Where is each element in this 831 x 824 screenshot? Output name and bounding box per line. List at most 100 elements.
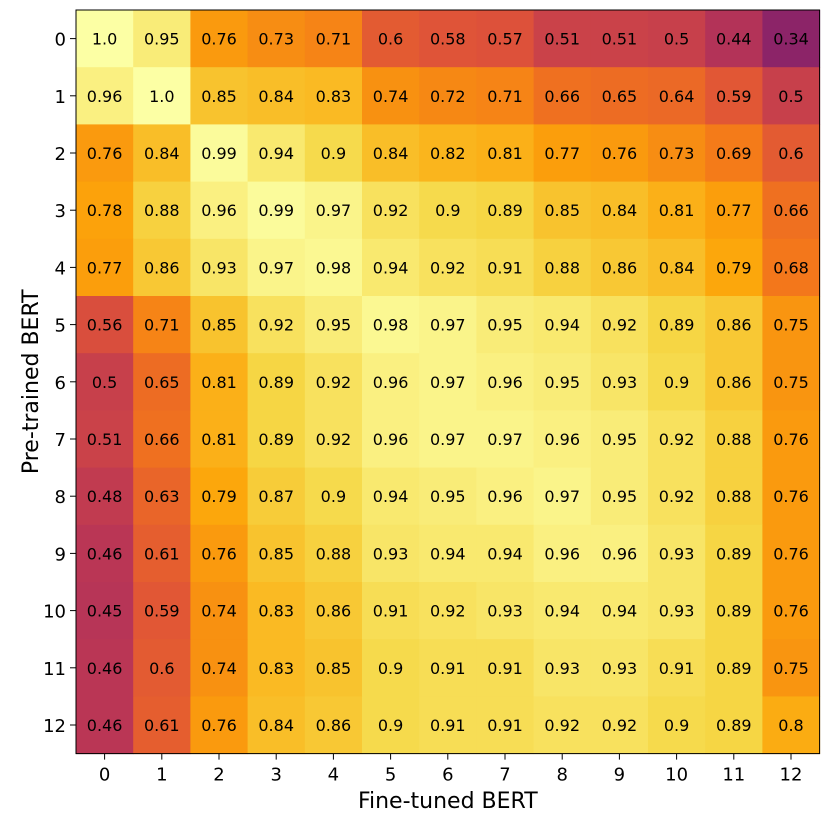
cell-value-label-r1-c9: 0.65 <box>602 87 638 106</box>
heatmap-cell-r6-c6 <box>419 353 477 411</box>
heatmap-cell-r12-c8 <box>533 696 592 755</box>
cell-value-label-r7-c6: 0.97 <box>430 430 466 449</box>
heatmap-cell-r11-c3 <box>247 639 306 697</box>
heatmap-cell-r5-c5 <box>362 296 420 354</box>
cell-value-label-r7-c12: 0.76 <box>773 430 809 449</box>
heatmap-cell-r4-c6 <box>419 238 477 297</box>
heatmap-cell-r3-c5 <box>362 181 420 240</box>
cell-value-label-r6-c5: 0.96 <box>373 373 409 392</box>
heatmap-cell-r8-c0 <box>76 467 134 526</box>
heatmap-cell-r2-c3 <box>247 124 306 183</box>
heatmap-cell-r10-c1 <box>133 582 191 640</box>
heatmap-cell-r2-c9 <box>590 124 649 183</box>
cell-value-label-r10-c3: 0.83 <box>258 602 294 621</box>
cell-value-label-r10-c4: 0.86 <box>316 602 352 621</box>
cell-value-label-r6-c0: 0.5 <box>92 373 117 392</box>
cell-value-label-r10-c6: 0.92 <box>430 602 466 621</box>
heatmap-cell-r6-c0 <box>76 353 134 411</box>
heatmap-cell-r4-c12 <box>762 238 821 297</box>
cell-value-label-r8-c10: 0.92 <box>659 487 695 506</box>
cell-value-labels: 1.0 0.95 0.76 0.73 0.71 0.6 0.58 0.57 0.51 0.51 0.… <box>87 30 809 735</box>
cell-value-label-r11-c5: 0.9 <box>378 659 403 678</box>
cell-value-label-r2-c4: 0.9 <box>321 144 346 163</box>
heatmap-cell-r10-c8 <box>533 582 592 640</box>
x-tick-label-11: 11 <box>722 765 745 786</box>
heatmap-cell-r10-c9 <box>590 582 649 640</box>
heatmap-cell-r3-c10 <box>648 181 706 240</box>
heatmap-cell-r10-c10 <box>648 582 706 640</box>
y-tick-label-11: 11 <box>43 659 66 680</box>
heatmap-cell-r11-c8 <box>533 639 592 697</box>
cell-value-label-r8-c6: 0.95 <box>430 487 466 506</box>
y-tick-label-5: 5 <box>55 316 66 337</box>
cell-value-label-r1-c2: 0.85 <box>201 87 237 106</box>
cell-value-label-r9-c0: 0.46 <box>87 544 123 563</box>
cell-value-label-r1-c11: 0.59 <box>716 87 752 106</box>
heatmap-cell-r10-c7 <box>476 582 535 640</box>
cell-value-label-r0-c1: 0.95 <box>144 30 180 49</box>
heatmap-cell-r7-c3 <box>247 410 306 469</box>
cell-value-label-r0-c4: 0.71 <box>316 30 352 49</box>
cell-value-label-r6-c12: 0.75 <box>773 373 809 392</box>
cell-value-label-r5-c8: 0.94 <box>544 316 580 335</box>
heatmap-cell-r3-c6 <box>419 181 477 240</box>
heatmap-cell-r9-c3 <box>247 524 306 583</box>
cell-value-label-r6-c10: 0.9 <box>664 373 689 392</box>
heatmap-cell-r11-c6 <box>419 639 477 697</box>
heatmap-cell-r0-c3 <box>247 10 306 68</box>
heatmap-cell-r5-c9 <box>590 296 649 354</box>
cell-value-label-r6-c8: 0.95 <box>544 373 580 392</box>
cell-value-label-r12-c10: 0.9 <box>664 716 689 735</box>
cell-value-label-r10-c9: 0.94 <box>602 602 638 621</box>
cell-value-label-r4-c0: 0.77 <box>87 258 123 277</box>
cell-value-label-r11-c8: 0.93 <box>544 659 580 678</box>
cell-value-label-r7-c1: 0.66 <box>144 430 180 449</box>
heatmap-cell-r10-c0 <box>76 582 134 640</box>
heatmap-cell-r11-c11 <box>705 639 763 697</box>
cell-value-label-r1-c5: 0.74 <box>373 87 409 106</box>
heatmap-cell-r8-c3 <box>247 467 306 526</box>
heatmap-cell-r3-c7 <box>476 181 535 240</box>
y-tick-label-3: 3 <box>55 201 66 222</box>
y-tick-label-7: 7 <box>55 430 66 451</box>
heatmap-cell-r12-c3 <box>247 696 306 755</box>
heatmap-cell-r7-c7 <box>476 410 535 469</box>
x-tick-label-8: 8 <box>556 765 567 786</box>
heatmap-cell-r11-c12 <box>762 639 821 697</box>
x-axis-ticks: 0 1 2 3 4 5 6 7 8 9 10 11 12 <box>99 753 802 786</box>
heatmap-cell-r8-c10 <box>648 467 706 526</box>
heatmap-cell-r8-c5 <box>362 467 420 526</box>
cell-value-label-r2-c6: 0.82 <box>430 144 466 163</box>
heatmap-cell-r5-c12 <box>762 296 821 354</box>
heatmap-cell-r12-c5 <box>362 696 420 755</box>
heatmap-cell-r1-c3 <box>247 67 306 125</box>
heatmap-cell-r11-c5 <box>362 639 420 697</box>
heatmap-cell-r4-c2 <box>190 238 249 297</box>
cell-value-label-r8-c12: 0.76 <box>773 487 809 506</box>
cell-value-label-r4-c8: 0.88 <box>544 258 580 277</box>
cell-value-label-r12-c3: 0.84 <box>258 716 294 735</box>
heatmap-cell-r2-c4 <box>304 124 363 183</box>
heatmap-cell-r9-c12 <box>762 524 821 583</box>
heatmap-cell-r2-c10 <box>648 124 706 183</box>
cell-value-label-r11-c10: 0.91 <box>659 659 695 678</box>
cell-value-label-r12-c5: 0.9 <box>378 716 403 735</box>
heatmap-cell-r1-c6 <box>419 67 477 125</box>
cell-value-label-r1-c8: 0.66 <box>544 87 580 106</box>
cell-value-label-r12-c4: 0.86 <box>316 716 352 735</box>
heatmap-cell-r11-c7 <box>476 639 535 697</box>
heatmap-cell-r5-c2 <box>190 296 249 354</box>
heatmap-cell-r8-c6 <box>419 467 477 526</box>
cell-value-label-r1-c12: 0.5 <box>778 87 803 106</box>
heatmap-cell-r6-c9 <box>590 353 649 411</box>
heatmap-cell-r3-c12 <box>762 181 821 240</box>
heatmap-cell-r12-c9 <box>590 696 649 755</box>
cell-value-label-r2-c9: 0.76 <box>602 144 638 163</box>
cell-value-label-r9-c1: 0.61 <box>144 544 180 563</box>
heatmap-cell-r8-c4 <box>304 467 363 526</box>
heatmap-cell-r10-c2 <box>190 582 249 640</box>
heatmap-cell-r5-c6 <box>419 296 477 354</box>
cell-value-label-r2-c5: 0.84 <box>373 144 409 163</box>
cell-value-label-r9-c11: 0.89 <box>716 544 752 563</box>
heatmap-cell-r1-c1 <box>133 67 191 125</box>
